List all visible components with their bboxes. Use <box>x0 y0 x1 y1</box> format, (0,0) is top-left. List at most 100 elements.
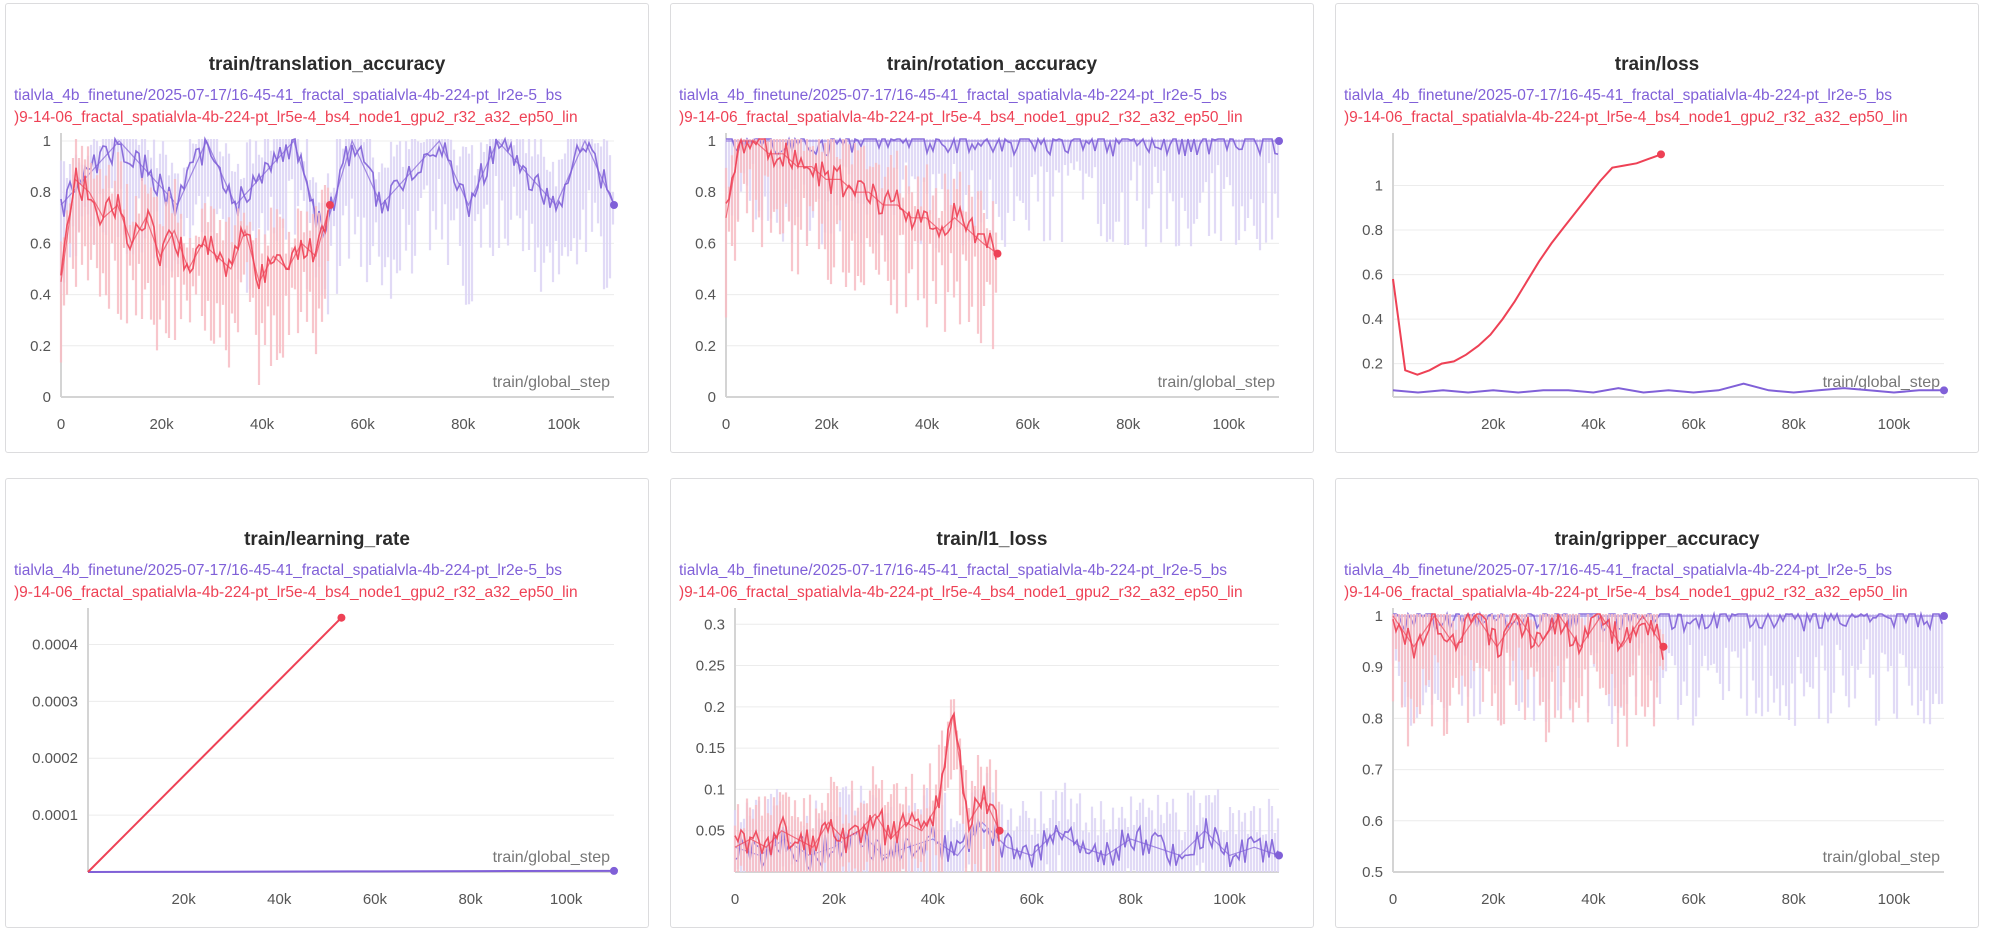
y-tick-label: 0.6 <box>1362 813 1383 830</box>
y-tick-label: 0.2 <box>30 338 51 355</box>
y-tick-label: 0.25 <box>696 658 725 675</box>
y-tick-label: 0.0002 <box>32 750 78 767</box>
x-tick-label: 40k <box>250 416 275 433</box>
x-tick-label: 40k <box>915 416 940 433</box>
y-tick-label: 0.8 <box>30 184 51 201</box>
x-tick-label: 60k <box>363 891 388 908</box>
x-tick-label: 80k <box>458 891 483 908</box>
y-tick-label: 0.05 <box>696 823 725 840</box>
purple_run-last-point[interactable] <box>1275 137 1283 145</box>
red_run-last-point[interactable] <box>995 826 1004 835</box>
y-tick-label: 0.9 <box>1362 659 1383 676</box>
legend-purple-run: tialvla_4b_finetune/2025-07-17/16-45-41_… <box>14 87 563 104</box>
red_run-line <box>60 178 331 284</box>
legend-purple-run: tialvla_4b_finetune/2025-07-17/16-45-41_… <box>1344 562 1893 579</box>
legend-red-run: )9-14-06_fractal_spatialvla-4b-224-pt_lr… <box>1344 109 1908 126</box>
learning-rate-plot: 0.0001 0.0002 0.0003 0.0004 20k 40k 60k 80k 100k… <box>32 608 618 908</box>
chart-panel-learning-rate: 0.0001 0.0002 0.0003 0.0004 20k 40k 60k 80k 100k… <box>5 478 649 928</box>
red_run-last-point[interactable] <box>337 613 346 622</box>
x-tick-label: 80k <box>1116 416 1141 433</box>
y-tick-label: 0.4 <box>30 287 51 304</box>
y-tick-label: 0.6 <box>30 235 51 252</box>
red_run-line <box>1392 614 1664 648</box>
rotation-accuracy-plot: 0 0.2 0.4 0.6 0.8 1 0 20k 40k 60k 80k 100k train/glo… <box>695 133 1283 433</box>
loss-plot: 0.2 0.4 0.6 0.8 1 20k 40k 60k 80k 100k train/globa… <box>1362 133 1948 433</box>
chart-title: train/gripper_accuracy <box>1554 529 1760 550</box>
legend-red-run: )9-14-06_fractal_spatialvla-4b-224-pt_lr… <box>14 584 578 601</box>
x-tick-label: 20k <box>1481 891 1506 908</box>
y-tick-label: 0.5 <box>1362 864 1383 881</box>
purple_run-last-point[interactable] <box>610 866 618 875</box>
purple_run-line <box>1392 382 1944 394</box>
x-tick-label: 60k <box>351 416 376 433</box>
red_run-line <box>725 140 998 255</box>
chart-panel-rotation-accuracy: 0 0.2 0.4 0.6 0.8 1 0 20k 40k 60k 80k 100k train/glo… <box>670 3 1314 453</box>
y-tick-label: 0.0001 <box>32 807 78 824</box>
y-tick-label: 0 <box>43 389 51 406</box>
x-tick-label: 40k <box>267 891 292 908</box>
x-tick-label: 40k <box>1581 891 1606 908</box>
x-tick-label: 20k <box>814 416 839 433</box>
chart-title: train/rotation_accuracy <box>886 54 1098 75</box>
red_run-line <box>87 616 343 873</box>
gripper-accuracy-plot: 0.5 0.6 0.7 0.8 0.9 1 0 20k 40k 60k 80k 100k train/g… <box>1362 608 1948 908</box>
x-tick-label: 40k <box>921 891 946 908</box>
translation-accuracy-plot: 0 0.2 0.4 0.6 0.8 1 0 20k 40k 60k 80k 100k train/glo… <box>30 133 618 433</box>
y-tick-label: 0.2 <box>704 699 725 716</box>
x-tick-label: 60k <box>1681 891 1706 908</box>
chart-title: train/l1_loss <box>936 529 1048 550</box>
purple_run-last-point[interactable] <box>1275 851 1283 860</box>
y-tick-label: 0.3 <box>704 616 725 633</box>
y-tick-label: 0.7 <box>1362 762 1383 779</box>
x-tick-label: 20k <box>172 891 197 908</box>
y-tick-label: 1 <box>1375 178 1383 195</box>
chart-panel-translation-accuracy: 0 0.2 0.4 0.6 0.8 1 0 20k 40k 60k 80k 100k train/glo… <box>5 3 649 453</box>
x-tick-label: 20k <box>822 891 847 908</box>
chart-title: train/loss <box>1614 54 1700 75</box>
y-tick-label: 0.6 <box>1362 267 1383 284</box>
chart-panel-gripper-accuracy: 0.5 0.6 0.7 0.8 0.9 1 0 20k 40k 60k 80k 100k train/g… <box>1335 478 1979 928</box>
purple_run-line <box>60 139 615 240</box>
legend-purple-run: tialvla_4b_finetune/2025-07-17/16-45-41_… <box>679 562 1228 579</box>
y-tick-label: 0.4 <box>1362 311 1383 328</box>
x-tick-label: 100k <box>1878 891 1911 908</box>
legend-purple-run: tialvla_4b_finetune/2025-07-17/16-45-41_… <box>1344 87 1893 104</box>
purple_run-last-point[interactable] <box>610 201 618 209</box>
purple_run-last-point[interactable] <box>1940 612 1948 620</box>
x-tick-label: 40k <box>1581 416 1606 433</box>
x-tick-label: 100k <box>547 416 580 433</box>
red_run-line <box>734 714 1001 848</box>
x-tick-label: 100k <box>1878 416 1911 433</box>
red_run-raw-line <box>725 137 997 260</box>
y-tick-label: 0.6 <box>695 235 716 252</box>
red_run-last-point[interactable] <box>1659 642 1668 651</box>
legend-purple-run: tialvla_4b_finetune/2025-07-17/16-45-41_… <box>14 562 563 579</box>
purple_run-last-point[interactable] <box>1940 386 1948 395</box>
red_run-raw-line <box>1392 612 1664 660</box>
legend-purple-run: tialvla_4b_finetune/2025-07-17/16-45-41_… <box>679 87 1228 104</box>
legend-red-run: )9-14-06_fractal_spatialvla-4b-224-pt_lr… <box>1344 584 1908 601</box>
y-tick-label: 0 <box>708 389 716 406</box>
y-tick-label: 0.0003 <box>32 693 78 710</box>
x-axis-label: train/global_step <box>493 374 611 391</box>
y-tick-label: 0.8 <box>1362 710 1383 727</box>
red_run-last-point[interactable] <box>1656 150 1665 159</box>
y-tick-label: 1 <box>43 133 51 150</box>
red_run-raw-line <box>734 711 1000 856</box>
purple_run-raw-line <box>60 136 614 237</box>
red_run-last-point[interactable] <box>993 249 1002 258</box>
chart-title: train/translation_accuracy <box>208 54 446 75</box>
y-tick-label: 0.8 <box>1362 222 1383 239</box>
red_run-line <box>1392 153 1662 376</box>
x-tick-label: 20k <box>149 416 174 433</box>
legend-red-run: )9-14-06_fractal_spatialvla-4b-224-pt_lr… <box>679 584 1243 601</box>
x-axis-label: train/global_step <box>1823 849 1941 866</box>
x-tick-label: 80k <box>1782 891 1807 908</box>
legend-red-run: )9-14-06_fractal_spatialvla-4b-224-pt_lr… <box>679 109 1243 126</box>
x-tick-label: 80k <box>451 416 476 433</box>
red_run-last-point[interactable] <box>325 201 334 209</box>
y-tick-label: 0.0004 <box>32 636 78 653</box>
chart-title: train/learning_rate <box>244 529 410 550</box>
y-tick-label: 1 <box>708 133 716 150</box>
x-tick-label: 80k <box>1782 416 1807 433</box>
